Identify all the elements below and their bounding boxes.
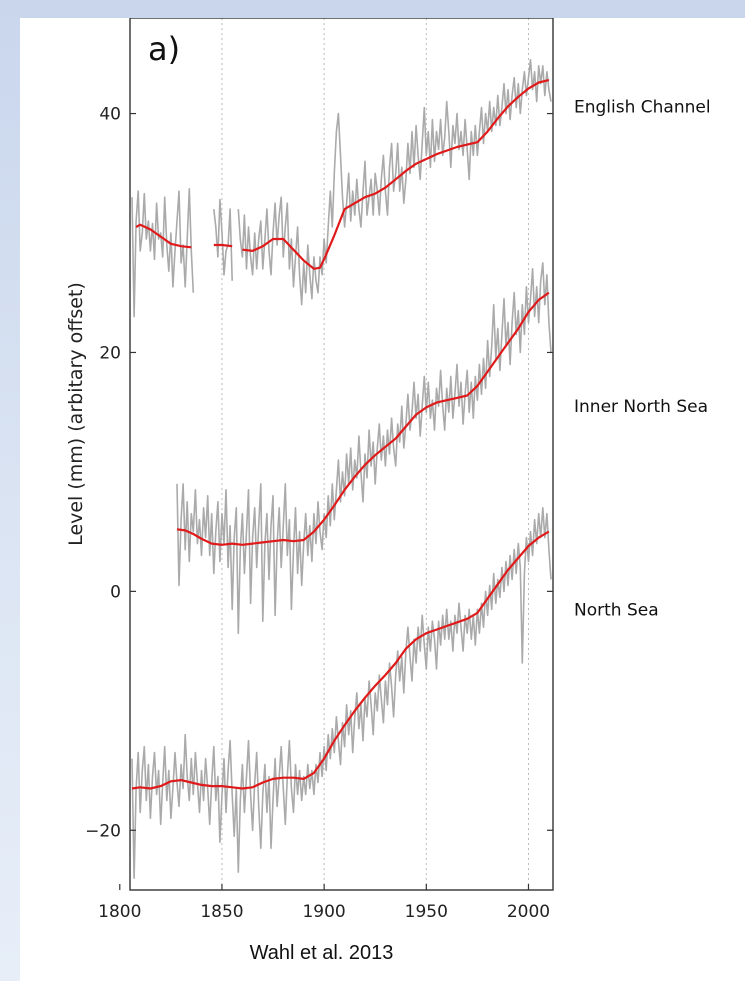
y-tick-label--20: −20: [85, 821, 121, 841]
x-tick-label-2000: 2000: [507, 902, 550, 922]
series-annual-inner-north-sea: [176, 262, 552, 634]
x-tick-label-1800: 1800: [98, 902, 141, 922]
x-tick-label-1900: 1900: [302, 902, 345, 922]
y-axis-title-group: Level (mm) (arbitary offset): [65, 282, 87, 546]
y-tick-label-0: 0: [110, 582, 121, 602]
series-smoothed-english-channel: [135, 79, 550, 270]
series-label-north-sea: North Sea: [574, 600, 659, 620]
citation-caption: Wahl et al. 2013: [250, 942, 394, 964]
sea-level-chart: 1800 1850 1900 1950 2000 −20 0 20 40 a) Level (m…: [65, 18, 711, 964]
series-label-english-channel: English Channel: [574, 97, 711, 117]
axis-layer: 1800 1850 1900 1950 2000 −20 0 20 40: [85, 105, 553, 922]
series-annual-north-sea: [131, 507, 552, 879]
smoothed-series-layer: [131, 79, 550, 790]
vertical-gridlines: [221, 18, 529, 890]
series-annual-english-channel: [131, 59, 552, 318]
y-tick-label-40: 40: [99, 105, 121, 125]
series-labels: English Channel Inner North Sea North Sea: [574, 97, 711, 620]
y-tick-label-20: 20: [99, 343, 121, 363]
x-tick-label-1850: 1850: [200, 902, 243, 922]
panel-label: a): [148, 30, 180, 68]
series-label-inner-north-sea: Inner North Sea: [574, 397, 708, 417]
chart-panel: 1800 1850 1900 1950 2000 −20 0 20 40 a) Level (m…: [20, 18, 745, 981]
series-smoothed-north-sea: [131, 530, 550, 790]
annual-series-layer: [131, 59, 552, 879]
x-tick-label-1950: 1950: [405, 902, 448, 922]
plot-frame: [129, 18, 554, 891]
series-smoothed-inner-north-sea: [176, 291, 550, 546]
y-axis-title: Level (mm) (arbitary offset): [65, 282, 87, 546]
